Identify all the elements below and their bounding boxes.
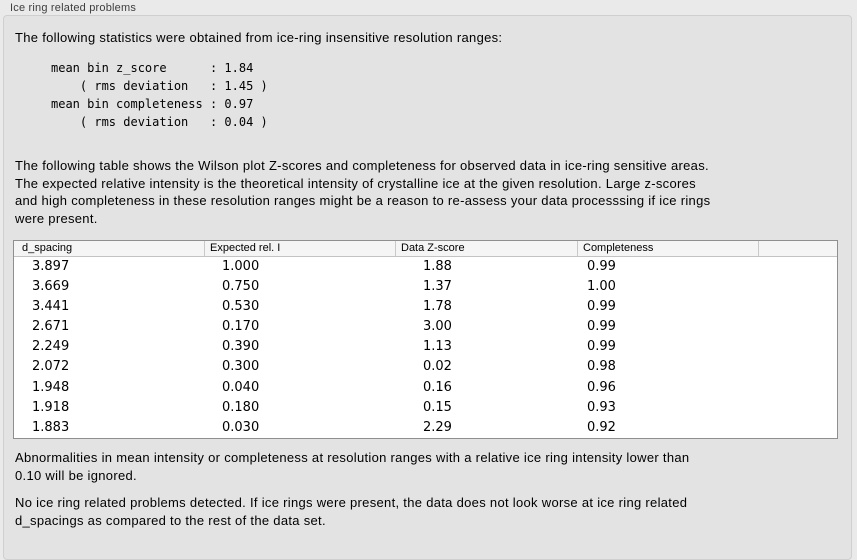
- table-cell-d-spacing: 1.948: [32, 379, 70, 395]
- table-cell-expected-rel-i: 0.390: [222, 339, 260, 355]
- table-cell-spacer: [759, 297, 837, 317]
- table-cell-data-z-score: 3.00: [423, 319, 452, 335]
- table-row[interactable]: 1.948 0.040 0.16 0.96: [14, 378, 837, 398]
- table-cell-d-spacing: 3.669: [32, 279, 70, 295]
- table-cell-expected-rel-i: 0.030: [222, 419, 260, 435]
- table-cell-expected-rel-i: 0.750: [222, 279, 260, 295]
- column-header-data-z-score[interactable]: Data Z-score: [396, 241, 578, 256]
- table-cell-spacer: [759, 337, 837, 357]
- table-cell-d-spacing: 3.441: [32, 299, 70, 315]
- table-row[interactable]: 2.249 0.390 1.13 0.99: [14, 337, 837, 357]
- table-cell-expected-rel-i: 1.000: [222, 259, 260, 274]
- stats-block: mean bin z_score : 1.84 ( rms deviation …: [51, 61, 268, 129]
- table-cell-d-spacing: 1.918: [32, 399, 70, 415]
- table-row[interactable]: 2.072 0.300 0.02 0.98: [14, 357, 837, 377]
- table-cell-data-z-score: 1.37: [423, 279, 452, 295]
- table-cell-data-z-score: 2.29: [423, 419, 452, 435]
- table-cell-completeness: 0.92: [587, 419, 616, 435]
- table-cell-d-spacing: 2.671: [32, 319, 70, 335]
- column-header-expected-rel-i[interactable]: Expected rel. I: [205, 241, 396, 256]
- table-cell-expected-rel-i: 0.180: [222, 399, 260, 415]
- table-row[interactable]: 3.897 1.000 1.88 0.99: [14, 257, 837, 277]
- table-cell-completeness: 0.99: [587, 299, 616, 315]
- table-cell-spacer: [759, 317, 837, 337]
- table-cell-data-z-score: 0.16: [423, 379, 452, 395]
- conclusion-text: No ice ring related problems detected. I…: [15, 495, 688, 528]
- table-row[interactable]: 1.883 0.030 2.29 0.92: [14, 418, 837, 438]
- table-description-text: The following table shows the Wilson plo…: [15, 158, 711, 226]
- table-cell-d-spacing: 1.883: [32, 419, 70, 435]
- table-cell-data-z-score: 1.78: [423, 299, 452, 315]
- table-cell-expected-rel-i: 0.040: [222, 379, 260, 395]
- table-cell-data-z-score: 1.88: [423, 259, 452, 274]
- table-cell-completeness: 1.00: [587, 279, 616, 295]
- ignore-note-text: Abnormalities in mean intensity or compl…: [15, 450, 690, 483]
- table-row[interactable]: 2.671 0.170 3.00 0.99: [14, 317, 837, 337]
- table-cell-d-spacing: 3.897: [32, 259, 70, 274]
- ice-ring-panel: The following statistics were obtained f…: [3, 15, 852, 560]
- table-cell-data-z-score: 0.15: [423, 399, 452, 415]
- table-cell-spacer: [759, 378, 837, 398]
- table-row[interactable]: 3.441 0.530 1.78 0.99: [14, 297, 837, 317]
- table-cell-d-spacing: 2.072: [32, 359, 70, 375]
- intro-text: The following statistics were obtained f…: [15, 30, 503, 45]
- table-header-row: d_spacing Expected rel. I Data Z-score Comp…: [14, 241, 837, 257]
- table-body: 3.897 1.000 1.88 0.99 3.669 0.750 1.37 1.00 3.44…: [14, 257, 837, 438]
- table-row[interactable]: 3.669 0.750 1.37 1.00: [14, 277, 837, 297]
- table-cell-spacer: [759, 398, 837, 418]
- table-row[interactable]: 1.918 0.180 0.15 0.93: [14, 398, 837, 418]
- ice-ring-table: d_spacing Expected rel. I Data Z-score Comp…: [13, 240, 838, 439]
- table-cell-spacer: [759, 418, 837, 438]
- table-cell-expected-rel-i: 0.300: [222, 359, 260, 375]
- table-cell-spacer: [759, 357, 837, 377]
- table-cell-completeness: 0.99: [587, 339, 616, 355]
- table-cell-spacer: [759, 277, 837, 297]
- column-header-d-spacing[interactable]: d_spacing: [14, 241, 205, 256]
- table-cell-completeness: 0.99: [587, 259, 616, 274]
- table-cell-completeness: 0.93: [587, 399, 616, 415]
- column-header-completeness[interactable]: Completeness: [578, 241, 759, 256]
- table-cell-data-z-score: 0.02: [423, 359, 452, 375]
- table-cell-expected-rel-i: 0.170: [222, 319, 260, 335]
- panel-title: Ice ring related problems: [10, 2, 137, 14]
- table-cell-completeness: 0.99: [587, 319, 616, 335]
- table-cell-expected-rel-i: 0.530: [222, 299, 260, 315]
- column-header-spacer[interactable]: [759, 241, 837, 256]
- table-cell-completeness: 0.96: [587, 379, 616, 395]
- table-cell-spacer: [759, 257, 837, 277]
- table-cell-data-z-score: 1.13: [423, 339, 452, 355]
- table-cell-d-spacing: 2.249: [32, 339, 70, 355]
- table-cell-completeness: 0.98: [587, 359, 616, 375]
